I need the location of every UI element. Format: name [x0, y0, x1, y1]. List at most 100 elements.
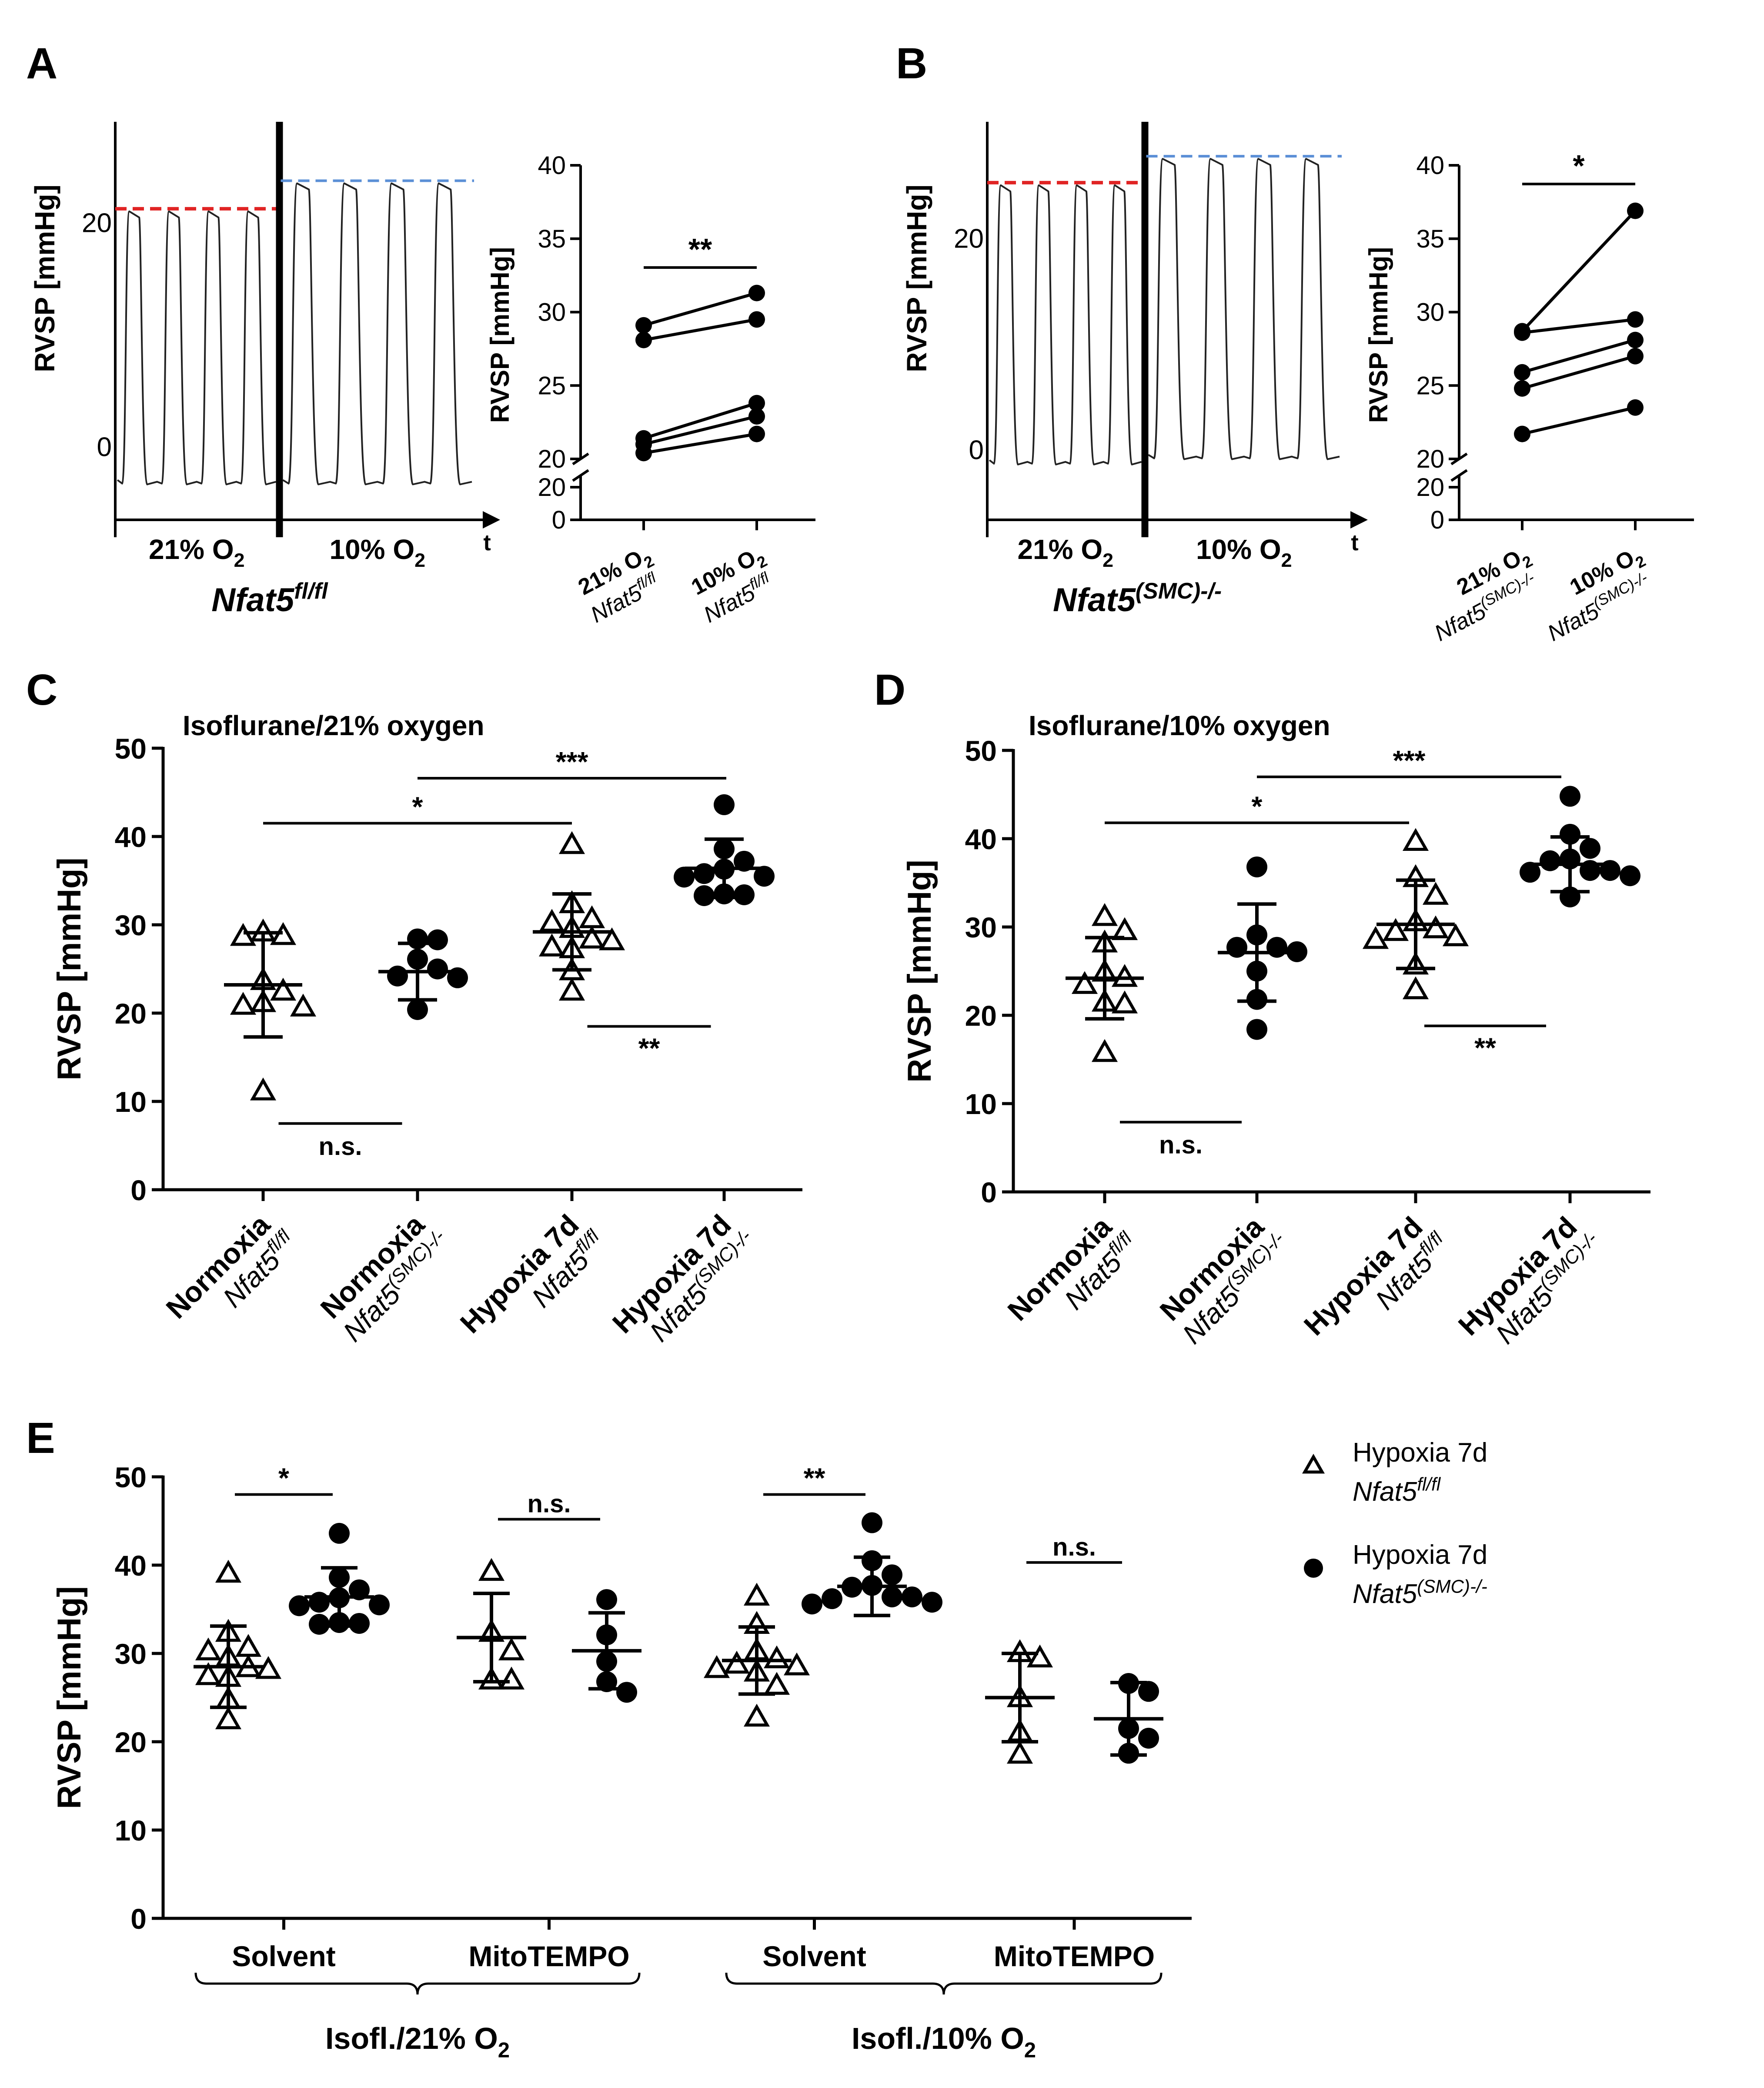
significance-label: **	[1474, 1032, 1496, 1063]
significance-label: ***	[1393, 745, 1426, 776]
data-point-10	[748, 311, 765, 328]
condition-label: Isofl./21% O2	[325, 2021, 510, 2062]
panel-E: E 0 10 20 30 40 50 RVSP [mmHg] * n.s. ** n.s. Solven…	[26, 1414, 1487, 2062]
waveform-0	[117, 210, 277, 485]
legend-genotype: Nfat5(SMC)-/-	[1353, 1576, 1487, 1609]
time-axis-label: t	[483, 530, 491, 555]
segment-label: 10% O2	[1196, 534, 1292, 571]
y-tick-label: 30	[1416, 298, 1444, 327]
data-point-21	[1514, 364, 1530, 381]
significance-label: *	[1252, 790, 1263, 822]
text-span: Nfat5	[1053, 582, 1136, 619]
data-point	[1026, 1644, 1053, 1668]
data-point-10	[748, 408, 765, 425]
data-point	[578, 925, 605, 949]
superscript: (SMC)-/-	[1417, 1576, 1487, 1596]
data-point	[407, 999, 428, 1020]
data-point-21	[1514, 425, 1530, 442]
data-point	[763, 1672, 790, 1695]
waveform-1	[1148, 158, 1340, 460]
data-point	[329, 1522, 350, 1544]
data-point	[674, 867, 695, 888]
segment-label: 21% O2	[149, 534, 245, 571]
treatment-label: MitoTEMPO	[994, 1940, 1155, 1972]
chart-title: Isoflurane/21% oxygen	[183, 710, 484, 741]
y-tick-label: 20	[965, 1000, 997, 1032]
data-point	[309, 1592, 330, 1613]
subscript: 2	[234, 549, 245, 571]
data-point	[1540, 850, 1560, 871]
y-tick-label: 20	[1416, 445, 1444, 473]
data-point	[694, 885, 715, 907]
y-tick-label: 10	[115, 1814, 147, 1847]
group-6	[985, 1639, 1055, 1764]
data-point-10	[748, 425, 765, 442]
data-point	[1071, 971, 1098, 994]
y-tick-label: 35	[1416, 225, 1444, 253]
data-point	[1520, 862, 1540, 883]
data-point	[215, 1706, 242, 1730]
y-tick-label: 40	[538, 151, 566, 180]
treatment-label: MitoTEMPO	[468, 1940, 629, 1972]
significance-label: *	[1573, 149, 1585, 183]
data-point	[195, 1662, 222, 1685]
significance-label: n.s.	[1052, 1533, 1096, 1561]
trace-y-label: RVSP [mmHg]	[901, 184, 932, 372]
data-point	[1422, 915, 1449, 939]
legend-marker	[1304, 1559, 1323, 1578]
data-point	[598, 927, 625, 950]
data-point	[1266, 937, 1287, 958]
y-tick-label: 20	[538, 473, 566, 502]
data-point	[1111, 990, 1138, 1014]
data-point	[1286, 941, 1307, 962]
axis-break-mark	[1450, 469, 1468, 482]
data-point	[754, 866, 775, 887]
group-7	[1094, 1673, 1163, 1764]
data-point	[215, 1559, 242, 1583]
data-point	[723, 1650, 750, 1674]
data-point	[714, 794, 735, 815]
significance-label: n.s.	[319, 1132, 362, 1161]
significance-label: n.s.	[1159, 1131, 1203, 1159]
y-tick-label: 40	[965, 823, 997, 855]
x-axis-arrow	[1350, 511, 1368, 529]
data-point	[882, 1586, 902, 1608]
data-point	[1246, 856, 1267, 877]
pair-connector	[1522, 318, 1636, 335]
group-0	[194, 1559, 282, 1730]
pair-connector	[1521, 210, 1637, 332]
data-point	[802, 1593, 822, 1615]
legend-label: Hypoxia 7d	[1353, 1540, 1487, 1570]
y-tick-label: 40	[1416, 151, 1444, 180]
y-tick-label: 35	[538, 225, 566, 253]
subscript: 2	[1024, 2039, 1036, 2062]
subscript: 2	[414, 549, 425, 571]
significance-label: ***	[556, 746, 588, 777]
data-point	[538, 934, 565, 957]
subscript: 2	[498, 2039, 510, 2062]
significance-label: n.s.	[528, 1489, 571, 1518]
data-point	[1402, 976, 1429, 1000]
y-tick-label: 30	[965, 911, 997, 944]
data-point-21	[635, 331, 652, 348]
treatment-label: Solvent	[232, 1940, 335, 1972]
panel-label: E	[26, 1414, 55, 1462]
data-point	[309, 1614, 330, 1635]
y-axis-label: RVSP [mmHg]	[51, 1586, 88, 1809]
data-point	[427, 929, 448, 950]
data-point	[195, 1637, 222, 1660]
data-point	[270, 977, 297, 1001]
text-span: 10% O	[1196, 534, 1281, 565]
y-tick-label: 20	[1416, 473, 1444, 502]
data-point	[387, 965, 408, 987]
pair-connector	[643, 432, 757, 455]
y-axis-label: RVSP [mmHg]	[901, 860, 938, 1082]
pair-connector	[1522, 355, 1636, 390]
y-tick-label: 0	[130, 1903, 147, 1935]
data-point	[743, 1583, 770, 1606]
data-point	[882, 1564, 902, 1586]
subscript: 2	[1281, 549, 1292, 571]
